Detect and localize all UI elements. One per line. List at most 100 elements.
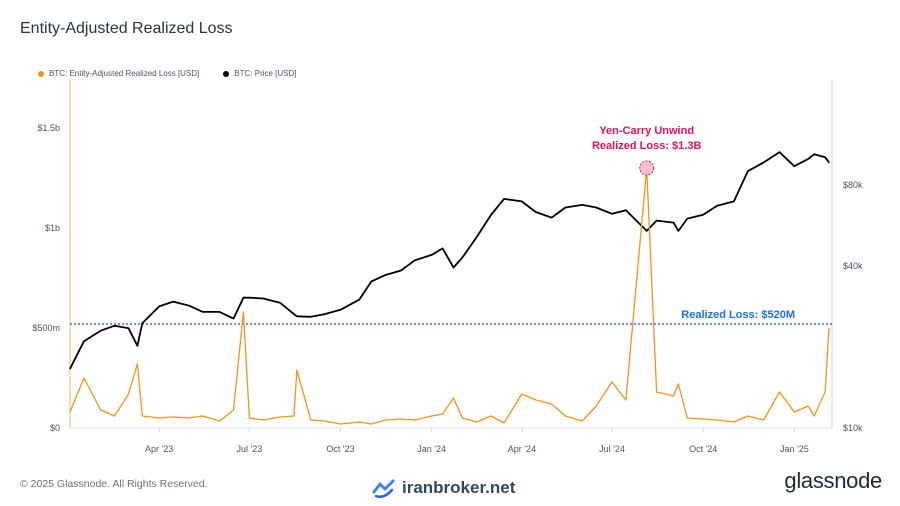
loss-point xyxy=(69,411,71,413)
loss-point xyxy=(763,419,765,421)
watermark-logo-icon xyxy=(372,479,395,498)
price-point xyxy=(358,299,360,301)
loss-point xyxy=(656,391,658,393)
price-point xyxy=(114,325,116,327)
legend-item-price[interactable]: BTC: Price [USD] xyxy=(223,69,297,78)
price-point xyxy=(431,254,433,256)
loss-point xyxy=(490,415,492,417)
price-point xyxy=(564,206,567,209)
loss-point xyxy=(733,421,735,423)
loss-point xyxy=(172,416,174,418)
x-tick-label: Jul '24 xyxy=(599,444,625,454)
loss-point xyxy=(461,417,463,419)
price-point xyxy=(83,340,85,342)
loss-point xyxy=(83,377,85,379)
price-point xyxy=(625,209,627,211)
legend-item-loss[interactable]: BTC: Entity-Adjusted Realized Loss [USD] xyxy=(38,69,199,78)
loss-point xyxy=(324,420,326,422)
price-point xyxy=(452,266,455,269)
loss-point xyxy=(339,423,342,425)
loss-point xyxy=(551,403,553,405)
loss-point xyxy=(370,423,372,425)
price-point xyxy=(384,274,386,276)
watermark-text: iranbroker.net xyxy=(402,478,516,497)
loss-point xyxy=(793,411,795,413)
price-series-line xyxy=(69,151,830,370)
price-point xyxy=(747,170,749,172)
chart-legend: BTC: Entity-Adjusted Realized Loss [USD]… xyxy=(38,69,297,78)
price-point xyxy=(296,315,298,317)
y-tick-left: $1.5b xyxy=(37,123,60,133)
loss-point xyxy=(127,393,130,395)
threshold-annotation: Realized Loss: $520M xyxy=(681,309,795,321)
price-point xyxy=(763,161,765,164)
legend-label-price: BTC: Price [USD] xyxy=(234,69,297,78)
loss-point xyxy=(824,391,826,393)
loss-point xyxy=(778,391,781,393)
peak-annotation-line2: Realized Loss: $1.3B xyxy=(592,140,701,152)
price-point xyxy=(824,156,826,158)
loss-point xyxy=(141,415,143,417)
y-tick-left: $0 xyxy=(50,423,60,433)
glassnode-logo: glassnode xyxy=(784,468,882,493)
price-point xyxy=(581,204,583,206)
loss-point xyxy=(358,421,360,423)
loss-point xyxy=(384,419,386,421)
loss-point xyxy=(503,422,505,424)
loss-point xyxy=(442,413,444,415)
price-point xyxy=(370,281,372,283)
price-point xyxy=(69,368,71,370)
price-point xyxy=(793,165,795,167)
y-tick-right: $40k xyxy=(843,261,863,271)
y-tick-left: $1b xyxy=(45,223,60,233)
x-tick-label: Apr '24 xyxy=(508,444,536,454)
loss-point xyxy=(452,397,455,399)
peak-marker xyxy=(639,160,655,176)
price-point xyxy=(248,297,250,299)
y-tick-right: $80k xyxy=(843,180,863,190)
price-point xyxy=(686,218,688,220)
price-point xyxy=(262,297,264,300)
x-tick-label: Oct '24 xyxy=(689,444,717,454)
price-point xyxy=(310,316,312,318)
copyright-text: © 2025 Glassnode. All Rights Reserved. xyxy=(20,478,208,490)
loss-point xyxy=(807,405,809,407)
price-point xyxy=(414,259,416,261)
loss-point xyxy=(400,418,402,420)
x-tick-label: Jul '23 xyxy=(236,444,262,454)
loss-point xyxy=(100,409,102,411)
price-point xyxy=(400,269,402,272)
loss-point xyxy=(248,417,250,419)
loss-point xyxy=(158,417,160,419)
loss-point xyxy=(702,418,704,420)
loss-point xyxy=(136,363,138,365)
y-tick-left: $500m xyxy=(32,323,60,333)
price-point xyxy=(503,198,505,200)
price-point xyxy=(127,327,130,329)
price-point xyxy=(232,318,235,320)
x-tick-label: Oct '23 xyxy=(326,444,354,454)
price-point xyxy=(442,247,444,249)
loss-point xyxy=(581,420,583,422)
price-point xyxy=(339,309,342,311)
price-point xyxy=(172,301,174,303)
x-tick-label: Jan '24 xyxy=(417,444,446,454)
loss-point xyxy=(828,327,830,329)
loss-point xyxy=(747,415,749,417)
loss-point xyxy=(414,419,416,421)
watermark: iranbroker.net xyxy=(372,478,515,498)
price-point xyxy=(656,220,658,222)
loss-point xyxy=(262,419,264,421)
loss-point xyxy=(677,383,680,385)
price-point xyxy=(100,330,102,332)
price-point xyxy=(813,153,815,155)
loss-point xyxy=(521,393,523,395)
price-point xyxy=(672,222,675,224)
price-point xyxy=(828,161,830,164)
price-point xyxy=(141,322,143,324)
loss-point xyxy=(564,415,567,417)
price-point xyxy=(219,311,221,313)
loss-point xyxy=(475,421,477,423)
price-point xyxy=(136,345,138,347)
price-point xyxy=(551,217,553,219)
